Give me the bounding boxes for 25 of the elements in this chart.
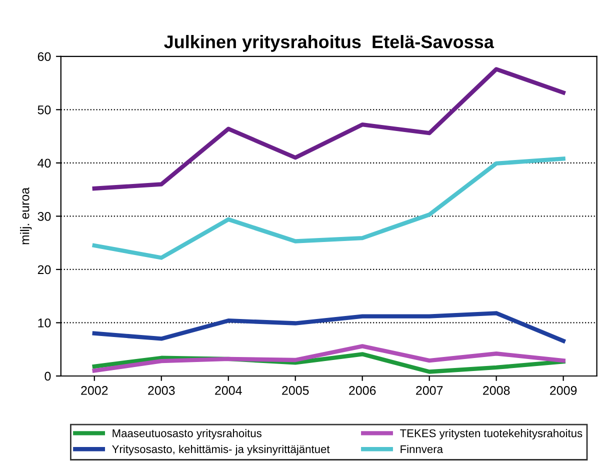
x-tick-label: 2006 xyxy=(349,386,376,395)
y-tick-label: 50 xyxy=(38,105,51,114)
x-tick-label: 2002 xyxy=(81,386,108,395)
x-tick-label: 2004 xyxy=(215,386,242,395)
line-series xyxy=(92,311,566,343)
legend-label: Yritysosasto, kehittämis- ja yksinyrittäjäntuet xyxy=(112,444,330,456)
line-series xyxy=(92,344,566,373)
legend-label: Maaseutuosasto yritysrahoitus xyxy=(112,429,262,440)
chart-title: Julkinen yritysrahoitus Etelä-Savossa xyxy=(164,34,494,52)
x-tick-label: 2003 xyxy=(148,386,175,395)
legend-label: Finnvera xyxy=(400,444,444,454)
y-tick-label: 0 xyxy=(44,372,51,381)
y-tick-label: 60 xyxy=(38,52,51,62)
y-axis-title: milj. euroa xyxy=(20,187,32,244)
y-tick-label: 10 xyxy=(38,318,51,328)
x-tick-label: 2008 xyxy=(483,386,510,395)
y-tick-label: 30 xyxy=(38,212,51,221)
x-tick-label: 2007 xyxy=(416,386,443,395)
y-tick-label: 20 xyxy=(38,265,51,274)
x-tick-label: 2009 xyxy=(550,386,577,395)
legend-label: TEKES yritysten tuotekehitysrahoitus xyxy=(400,429,582,440)
y-tick-label: 40 xyxy=(38,158,51,168)
line-series xyxy=(92,67,566,191)
x-tick-label: 2005 xyxy=(282,386,309,395)
line-series xyxy=(92,156,566,260)
